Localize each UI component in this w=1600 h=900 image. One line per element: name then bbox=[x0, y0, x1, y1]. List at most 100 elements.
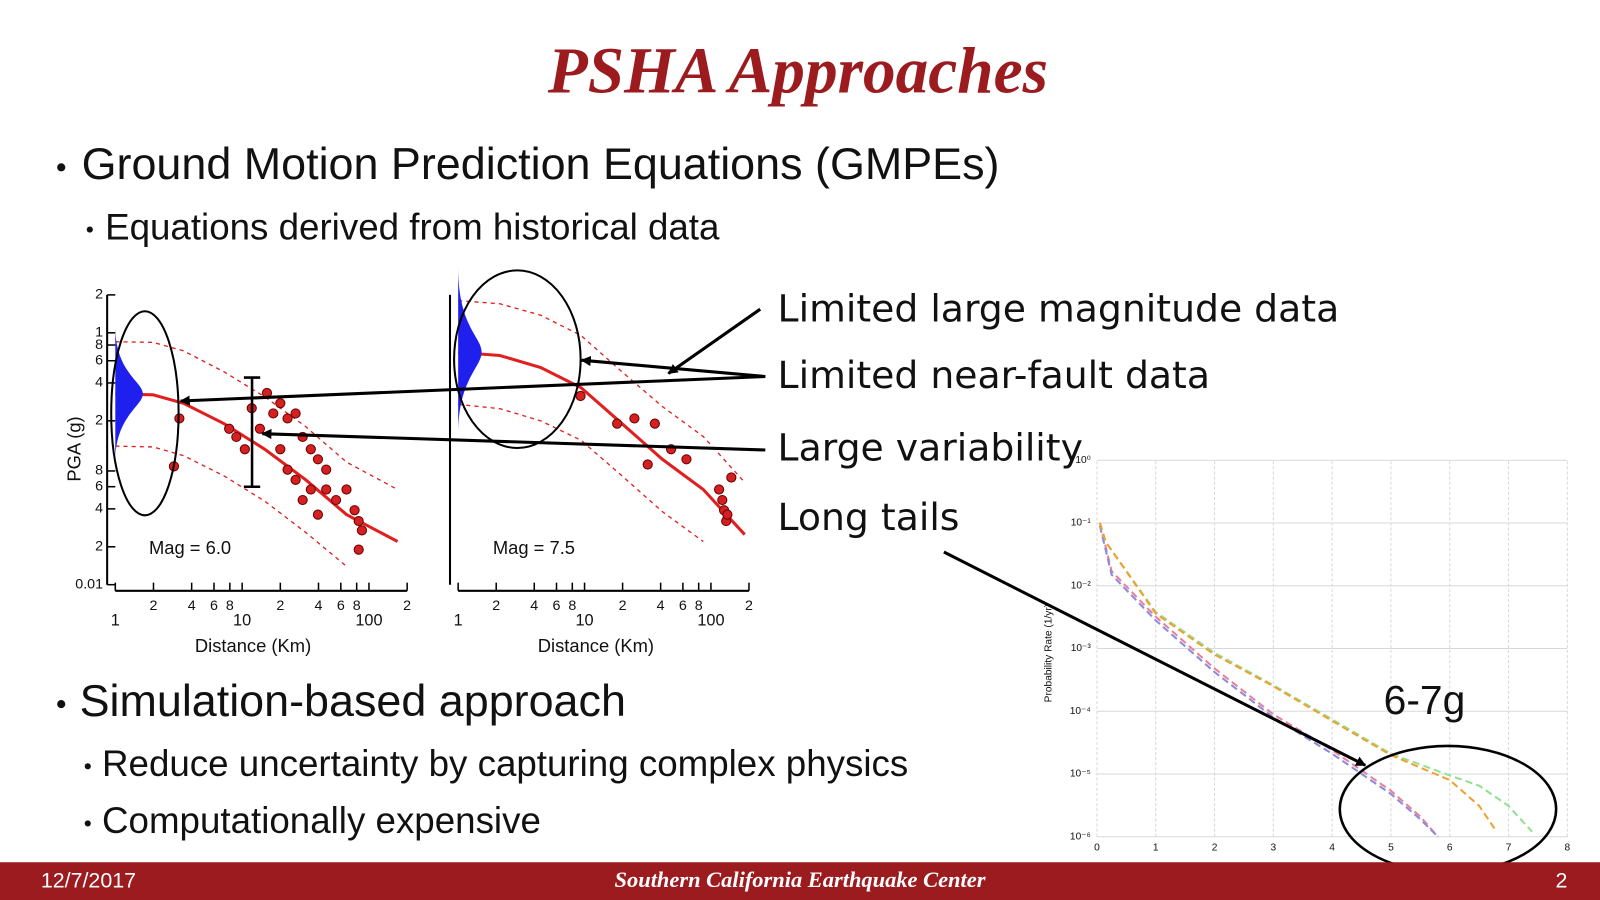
data-point bbox=[290, 408, 301, 419]
x-tick-label: 4 bbox=[1329, 843, 1335, 854]
data-point bbox=[282, 464, 293, 475]
x-tick-label: 6 bbox=[1447, 843, 1453, 854]
bullet: Ground Motion Prediction Equations (GMPE… bbox=[82, 138, 1000, 189]
x-tick-label: 6 bbox=[210, 598, 218, 614]
callout: Limited large magnitude data bbox=[778, 287, 1340, 331]
data-point bbox=[305, 444, 316, 455]
data-point bbox=[224, 423, 235, 434]
bound-curve bbox=[115, 445, 347, 567]
x-tick-label: 7 bbox=[1506, 843, 1512, 854]
sub-bullet: Reduce uncertainty by capturing complex … bbox=[102, 743, 908, 784]
data-point bbox=[231, 431, 242, 443]
slide-title: PSHA Approaches bbox=[547, 36, 1048, 108]
distribution bbox=[115, 326, 143, 462]
distribution bbox=[458, 267, 482, 434]
highlight-ellipse bbox=[110, 310, 180, 517]
footer-org: Southern California Earthquake Center bbox=[615, 867, 986, 892]
y-tick-label: 2 bbox=[95, 413, 103, 429]
x-tick-label: 10 bbox=[233, 612, 251, 630]
bullet-dot bbox=[57, 700, 66, 709]
x-tick-label: 2 bbox=[276, 598, 284, 614]
data-point bbox=[349, 505, 360, 516]
x-tick-label: 2 bbox=[619, 598, 627, 614]
x-tick-label: 1 bbox=[111, 612, 120, 630]
data-point bbox=[239, 444, 250, 455]
x-tick-label: 6 bbox=[337, 598, 345, 614]
data-point bbox=[341, 484, 352, 495]
y-tick-label: 10⁰ bbox=[1075, 455, 1090, 466]
data-point bbox=[297, 494, 308, 506]
data-point bbox=[312, 454, 324, 465]
y-tick-label: 8 bbox=[95, 337, 103, 353]
x-tick-label: 4 bbox=[188, 598, 196, 614]
callout: Large variability bbox=[778, 426, 1083, 470]
y-tick-label: 6 bbox=[95, 353, 103, 369]
y-tick-label: 10⁻¹ bbox=[1071, 518, 1092, 529]
x-tick-label: 3 bbox=[1271, 843, 1277, 854]
x-tick-label: 8 bbox=[353, 598, 361, 614]
bound-curve bbox=[458, 403, 704, 543]
x-tick-label: 8 bbox=[1565, 843, 1571, 854]
x-tick-label: 10 bbox=[575, 612, 593, 630]
y-tick-label: 10⁻⁵ bbox=[1070, 769, 1091, 780]
x-tick-label: 6 bbox=[679, 598, 687, 614]
bullet: Simulation-based approach bbox=[80, 675, 626, 726]
y-tick-label: 8 bbox=[95, 463, 103, 479]
median-curve bbox=[115, 392, 399, 543]
x-tick-label: 8 bbox=[568, 598, 576, 614]
data-point bbox=[282, 413, 293, 424]
arrows bbox=[179, 307, 1367, 767]
y-tick-label: 2 bbox=[95, 539, 103, 555]
data-point bbox=[353, 515, 364, 527]
y-tick-label: 4 bbox=[95, 501, 103, 517]
x-tick-label: 100 bbox=[355, 612, 382, 630]
data-point bbox=[642, 459, 653, 470]
y-tick-label: 10⁻² bbox=[1071, 580, 1092, 591]
data-point bbox=[275, 398, 286, 409]
y-tick-label: 0.01 bbox=[75, 576, 103, 592]
y-tick-label: 2 bbox=[95, 287, 103, 303]
bullet-dot bbox=[57, 163, 66, 172]
x-tick-label: 8 bbox=[226, 598, 234, 614]
callout: Long tails bbox=[778, 495, 960, 539]
x-tick-label: 100 bbox=[697, 612, 724, 630]
x-tick-label: 2 bbox=[1212, 843, 1218, 854]
bullet-dot bbox=[84, 820, 91, 827]
median-curve bbox=[458, 350, 746, 536]
data-point bbox=[629, 413, 640, 424]
x-tick-label: 4 bbox=[657, 598, 665, 614]
data-point bbox=[717, 494, 728, 506]
data-point bbox=[330, 494, 342, 506]
callout: Limited near-fault data bbox=[778, 353, 1210, 397]
x-tick-label: 0 bbox=[1094, 843, 1100, 854]
data-point bbox=[321, 484, 332, 495]
data-point bbox=[254, 423, 265, 434]
data-point bbox=[726, 472, 737, 483]
x-tick-label: 1 bbox=[454, 612, 463, 630]
data-point bbox=[312, 509, 324, 520]
x-tick-label: 8 bbox=[695, 598, 703, 614]
x-tick-label: 2 bbox=[492, 598, 500, 614]
data-point bbox=[356, 525, 368, 536]
data-point bbox=[305, 484, 316, 495]
y-tick-label: 4 bbox=[95, 375, 103, 391]
bullet-dot bbox=[84, 763, 91, 770]
y-tick-label: 10⁻³ bbox=[1071, 643, 1092, 654]
data-point bbox=[575, 390, 586, 402]
x-tick-label: 2 bbox=[403, 598, 411, 614]
sub-bullet: Equations derived from historical data bbox=[105, 206, 720, 247]
data-point bbox=[353, 544, 364, 555]
data-point bbox=[681, 454, 692, 465]
highlight-ellipse bbox=[453, 269, 582, 449]
x-tick-label: 5 bbox=[1388, 843, 1394, 854]
data-point bbox=[722, 509, 733, 520]
x-axis-label: Distance (Km) bbox=[538, 635, 654, 656]
y-tick-label: 10⁻⁶ bbox=[1070, 831, 1091, 842]
data-point bbox=[268, 408, 279, 419]
x-tick-label: 2 bbox=[745, 598, 753, 614]
data-point bbox=[275, 444, 286, 455]
data-point bbox=[713, 484, 725, 495]
